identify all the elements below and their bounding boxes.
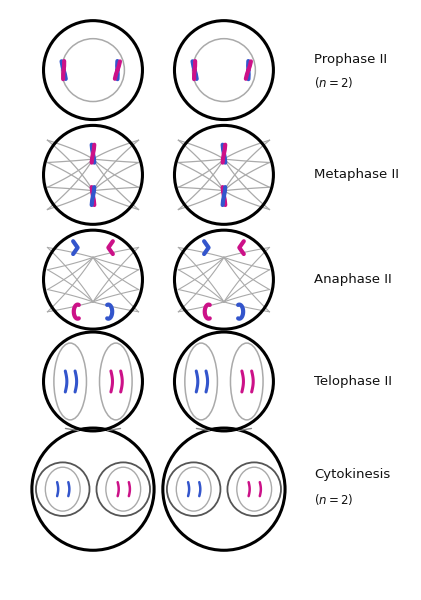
Text: Cytokinesis: Cytokinesis [314,468,390,481]
Text: Anaphase II: Anaphase II [314,273,392,286]
Text: Metaphase II: Metaphase II [314,169,399,181]
Text: $(n = 2)$: $(n = 2)$ [314,492,354,507]
Text: $(n = 2)$: $(n = 2)$ [314,76,354,91]
Text: Telophase II: Telophase II [314,375,392,388]
Text: Prophase II: Prophase II [314,53,387,66]
